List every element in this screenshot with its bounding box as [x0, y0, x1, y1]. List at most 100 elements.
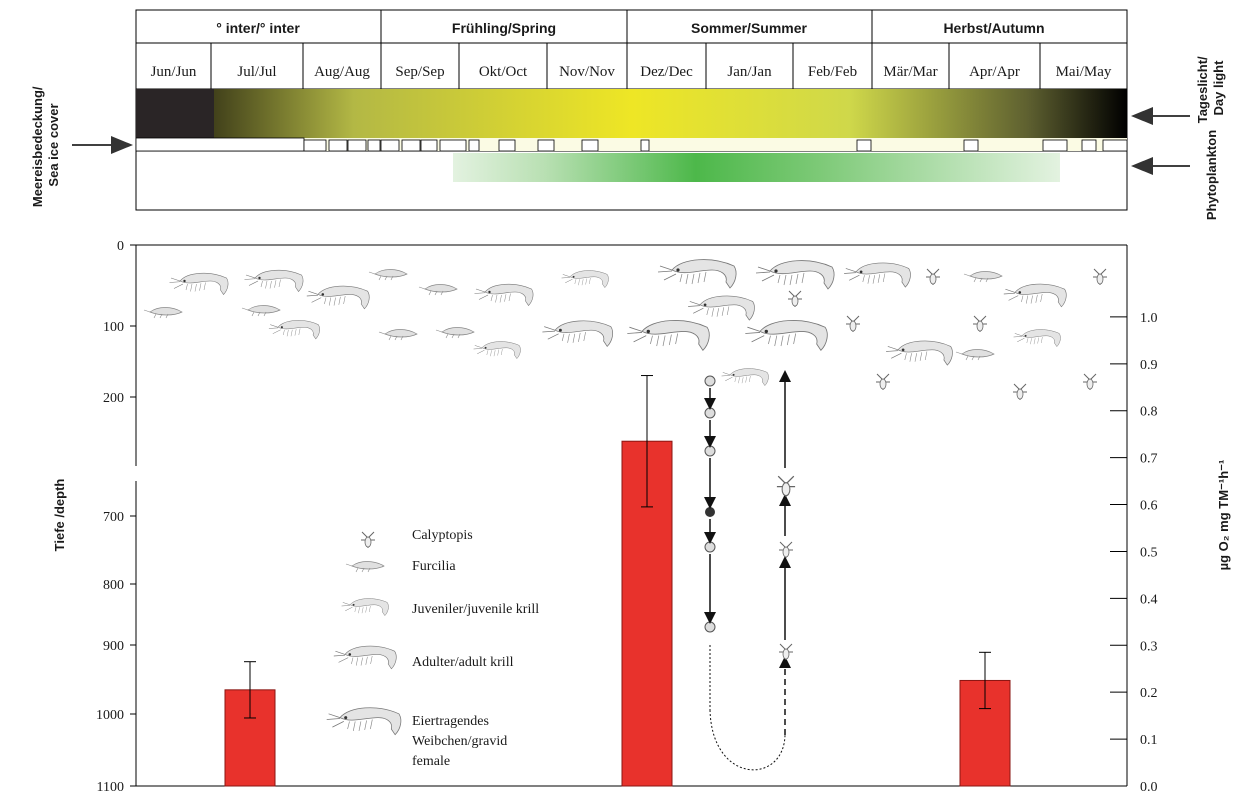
- juvenile-krill-legend-icon: [341, 598, 389, 616]
- right-tick-label: 0.8: [1140, 405, 1158, 420]
- right-tick-label: 0.6: [1140, 499, 1158, 514]
- adult-krill-icon: [687, 295, 755, 321]
- svg-text:Eiertragendes Weibchen/g: Eiertragendes Weibchen/gravid female: [412, 714, 511, 769]
- juvenile-krill-icon: [169, 272, 229, 295]
- ice-floe: [498, 139, 516, 152]
- legend-calyptopis: Calyptopis: [412, 528, 473, 543]
- right-tick-label: 0.1: [1140, 733, 1158, 748]
- winter-darkness-block: [136, 89, 214, 138]
- month-label: Sep/Sep: [395, 64, 444, 80]
- egg-icon: [705, 507, 715, 517]
- daylight-label-en: Day light: [1211, 60, 1226, 116]
- svg-text:Meereisbedeckung/ Sea ic: Meereisbedeckung/ Sea ice cover: [30, 83, 61, 207]
- juvenile-krill-icon: [885, 340, 953, 366]
- month-label: Dez/Dec: [640, 64, 693, 80]
- phytoplankton-label: Phytoplankton: [1204, 130, 1219, 220]
- depth-plot: 0 100 200 700 800 900 1000 1100 1.0 0.9 0.8 0.7 0.6…: [52, 239, 1231, 794]
- month-label: Nov/Nov: [559, 64, 615, 80]
- ice-floe: [581, 139, 599, 152]
- ice-floe: [963, 139, 979, 152]
- gravid-krill-icon: [744, 319, 828, 351]
- egg-sinking-path: [704, 370, 796, 771]
- left-axis-label: Tiefe /depth: [52, 479, 67, 552]
- ice-floe: [1042, 139, 1068, 152]
- month-label: Apr/Apr: [969, 64, 1020, 80]
- adult-krill-icon: [657, 259, 737, 289]
- furcilia-icon: [143, 307, 183, 319]
- left-tick-label: 800: [103, 578, 124, 593]
- egg-icon: [704, 445, 716, 457]
- juvenile-krill-icon: [268, 320, 320, 340]
- month-label: Feb/Feb: [808, 64, 857, 80]
- legend-gravid-line3: female: [412, 754, 450, 769]
- month-label: Mai/May: [1056, 64, 1112, 80]
- ice-floe: [328, 139, 348, 152]
- juvenile-krill-icon: [306, 285, 370, 310]
- right-tick-label: 0.0: [1140, 780, 1158, 794]
- season-label-autumn: Herbst/Autumn: [943, 20, 1044, 36]
- furcilia-icon: [418, 284, 458, 296]
- left-axis-ticks: 0 100 200 700 800 900 1000 1100: [96, 239, 136, 794]
- right-tick-label: 0.7: [1140, 452, 1158, 467]
- ice-floe: [401, 139, 421, 152]
- ice-floe: [347, 139, 367, 152]
- left-tick-label: 1000: [96, 708, 124, 723]
- furcilia-icon: [378, 329, 418, 341]
- daylight-arrow-icon: [1131, 107, 1153, 125]
- calyptopis-icon: [1012, 383, 1028, 401]
- month-label: Jun/Jun: [151, 64, 197, 80]
- adult-krill-icon: [755, 260, 835, 290]
- juvenile-krill-icon: [1013, 329, 1061, 347]
- juvenile-krill-icon: [561, 270, 609, 288]
- phytoplankton-arrow-icon: [1131, 157, 1153, 175]
- ice-floe: [367, 139, 381, 152]
- right-tick-label: 0.4: [1140, 592, 1158, 607]
- ice-floe: [468, 139, 480, 152]
- right-axis-label: µg O₂ mg TM⁻¹h⁻¹: [1216, 460, 1231, 571]
- side-label-phytoplankton: Phytoplankton: [1131, 130, 1219, 220]
- right-tick-label: 0.9: [1140, 358, 1158, 373]
- left-tick-label: 100: [103, 320, 124, 335]
- sea-ice-floes: [303, 139, 1128, 152]
- calyptopis-icon: [1082, 373, 1098, 391]
- right-tick-label: 0.2: [1140, 686, 1158, 701]
- respiration-bars: [224, 375, 1011, 787]
- month-row: Jun/Jun Jul/Jul Aug/Aug Sep/Sep Okt/Oct Nov/N…: [151, 43, 1112, 89]
- sea-ice-label-de: Meereisbedeckung/: [30, 86, 45, 207]
- season-label-spring: Frühling/Spring: [452, 20, 556, 36]
- calyptopis-icon: [845, 315, 861, 333]
- right-axis-ticks: 1.0 0.9 0.8 0.7 0.6 0.5 0.4 0.3 0.2 0.1 0.0: [1110, 311, 1158, 794]
- calyptopis-icon: [776, 475, 796, 498]
- ice-floe: [640, 139, 650, 152]
- furcilia-icon: [963, 271, 1003, 283]
- egg-icon: [704, 407, 716, 419]
- month-label: Aug/Aug: [314, 64, 370, 80]
- left-tick-label: 0: [117, 239, 124, 254]
- juvenile-krill-icon: [721, 368, 769, 386]
- furcilia-icon: [241, 305, 281, 317]
- sea-ice-full-cover: [135, 137, 305, 152]
- calyptopis-icon: [972, 315, 988, 333]
- legend-furcilia: Furcilia: [412, 559, 456, 574]
- calyptopis-icon: [1092, 268, 1108, 286]
- gravid-female-legend-icon: [326, 707, 402, 736]
- nauplius-icon: [778, 643, 794, 661]
- egg-icon: [704, 621, 716, 633]
- phytoplankton-band: [453, 153, 1060, 182]
- legend: Calyptopis Furcilia Juveniler/juvenile k…: [326, 528, 539, 769]
- adult-krill-legend-icon: [333, 645, 397, 670]
- legend-gravid-line2: Weibchen/gravid: [412, 734, 507, 749]
- metanauplius-icon: [778, 541, 794, 559]
- egg-icon: [704, 541, 716, 553]
- left-tick-label: 700: [103, 510, 124, 525]
- daylight-label-de: Tageslicht/: [1195, 56, 1210, 123]
- juvenile-krill-icon: [473, 341, 521, 359]
- legend-juvenile: Juveniler/juvenile krill: [412, 602, 539, 617]
- right-tick-label: 0.3: [1140, 639, 1158, 654]
- sea-ice-label-en: Sea ice cover: [46, 103, 61, 186]
- egg-icon: [704, 375, 716, 387]
- juvenile-krill-icon: [1003, 283, 1067, 308]
- calyptopis-legend-icon: [360, 531, 376, 549]
- ice-floe: [420, 139, 438, 152]
